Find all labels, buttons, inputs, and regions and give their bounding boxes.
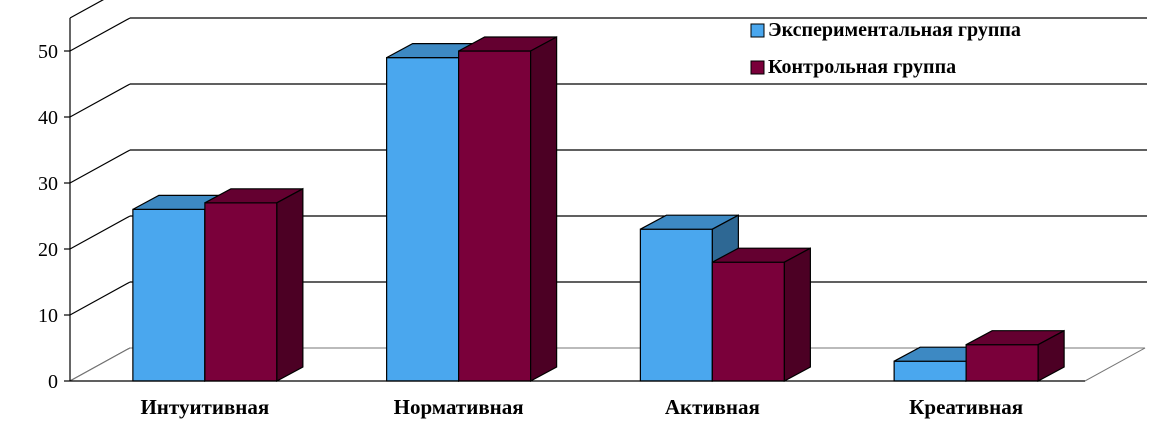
y-tick-label: 10 [38, 305, 58, 327]
legend-item-2: Контрольная группа [750, 56, 956, 78]
bar-experimental-3 [639, 214, 739, 383]
x-category-label: Нормативная [394, 395, 524, 419]
legend: Экспериментальная группа Контрольная груп… [750, 19, 1021, 78]
gridline-depth [69, 149, 131, 184]
gridline-depth [69, 83, 131, 118]
x-category-label: Креативная [909, 395, 1023, 419]
bar-control-1 [204, 187, 304, 383]
y-tick-label: 20 [38, 239, 58, 261]
bars [132, 35, 1065, 383]
legend-item-1: Экспериментальная группа [750, 19, 1021, 41]
y-axis: 0 10 20 30 40 50 [38, 18, 71, 393]
bar-control-4 [965, 329, 1065, 383]
gridline-depth [69, 215, 131, 250]
x-category-label: Активная [665, 395, 760, 419]
gridline-depth [69, 0, 104, 19]
x-category-label: Интуитивная [140, 395, 269, 419]
bar-control-3 [711, 247, 811, 383]
x-axis-labels: Интуитивная Нормативная Активная Креативная [70, 380, 1085, 419]
y-tick-label: 0 [48, 371, 58, 393]
bar-control-2 [458, 35, 558, 383]
legend-swatch [750, 23, 765, 38]
gridline-depth [69, 281, 131, 316]
legend-label: Экспериментальная группа [768, 19, 1021, 41]
legend-label: Контрольная группа [768, 56, 956, 78]
y-tick-label: 40 [38, 107, 58, 129]
gridline-depth [69, 17, 131, 52]
legend-swatch [750, 60, 765, 75]
y-tick-label: 30 [38, 173, 58, 195]
y-tick-label: 50 [38, 41, 58, 63]
